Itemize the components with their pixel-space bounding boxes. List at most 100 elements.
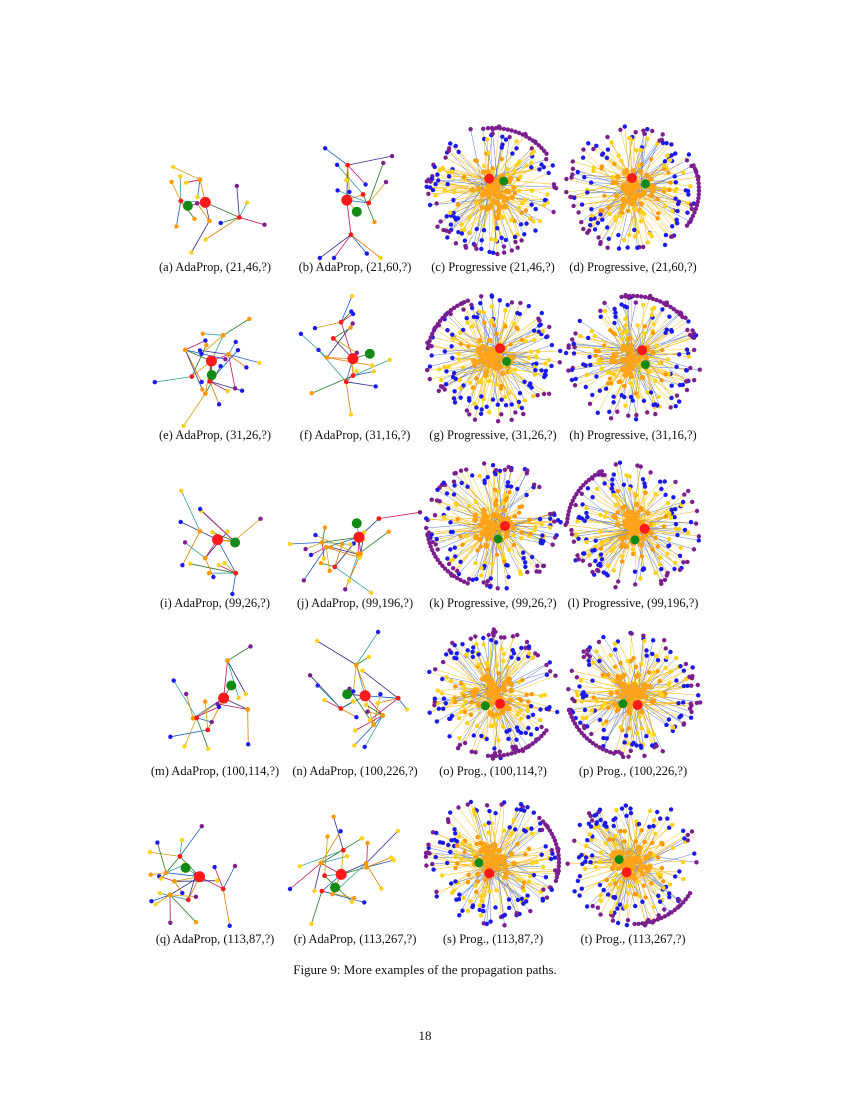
hop-node xyxy=(549,887,554,892)
hop-node xyxy=(522,379,527,384)
hop-node xyxy=(632,921,637,927)
hop-node xyxy=(543,822,548,827)
hop-node xyxy=(619,366,626,373)
hop-node xyxy=(612,895,618,901)
graph-edge xyxy=(624,657,667,686)
hop-node xyxy=(677,869,682,874)
hop-node xyxy=(454,651,459,656)
hop-node xyxy=(573,331,578,336)
hop-node xyxy=(297,864,302,869)
graph-edge xyxy=(149,851,180,857)
hop-node xyxy=(596,639,602,645)
graph-edge xyxy=(222,318,250,336)
hop-node xyxy=(681,560,686,565)
graph-edge xyxy=(173,680,198,719)
hop-node xyxy=(526,846,532,851)
hop-node xyxy=(661,301,666,306)
hop-node xyxy=(623,167,630,174)
hop-node xyxy=(646,683,653,690)
graph-edge xyxy=(204,557,214,578)
subfigure-caption: (e) AdaProp, (31,26,?) xyxy=(158,428,272,442)
graph-edge xyxy=(355,631,379,666)
hop-node xyxy=(606,205,611,210)
hop-node xyxy=(696,196,701,201)
hop-node xyxy=(323,544,329,550)
hop-node xyxy=(222,560,227,566)
hop-node xyxy=(519,896,525,902)
hop-node xyxy=(642,324,647,329)
propagation-graph xyxy=(168,644,253,751)
hop-node xyxy=(641,883,646,888)
hop-node xyxy=(590,903,595,909)
hop-node xyxy=(688,184,693,189)
hop-node xyxy=(556,853,561,858)
graph-edge xyxy=(364,715,384,748)
hop-node xyxy=(436,388,441,394)
hop-node xyxy=(540,864,546,870)
hop-node xyxy=(343,587,348,592)
hop-node xyxy=(605,573,610,578)
hop-node xyxy=(505,480,511,485)
hop-node xyxy=(683,897,688,902)
hop-node xyxy=(350,321,355,326)
hop-node xyxy=(487,808,492,814)
subfigure-panel: (r) AdaProp, (113,267,?) xyxy=(280,798,430,953)
hop-node xyxy=(668,405,673,410)
hop-node xyxy=(606,236,611,241)
hop-node xyxy=(632,227,637,233)
hop-node xyxy=(614,521,621,528)
hop-node xyxy=(662,577,668,583)
hop-node xyxy=(648,156,654,162)
hop-node xyxy=(567,505,573,510)
hop-node xyxy=(698,700,703,705)
graph-edge xyxy=(318,349,347,383)
hop-node xyxy=(608,750,613,755)
hop-node xyxy=(445,328,450,333)
hop-node xyxy=(446,506,451,511)
hop-node xyxy=(509,248,514,253)
hop-node xyxy=(538,717,543,723)
hop-node xyxy=(689,829,695,834)
hop-node xyxy=(455,568,460,574)
hop-node xyxy=(472,810,477,815)
subfigure-caption: (q) AdaProp, (113,87,?) xyxy=(155,932,275,946)
hop-node xyxy=(427,540,432,546)
hop-node xyxy=(490,185,497,191)
hop-node xyxy=(381,160,386,166)
graph-edge xyxy=(493,352,549,361)
hop-node xyxy=(685,379,690,384)
hop-node xyxy=(588,860,593,865)
hop-node xyxy=(649,234,654,239)
hop-node xyxy=(637,866,643,872)
graph-edge xyxy=(581,518,634,531)
hop-node xyxy=(580,715,585,721)
hop-node xyxy=(529,202,534,207)
hop-node xyxy=(452,827,457,832)
hop-node xyxy=(570,337,575,342)
hop-node xyxy=(660,842,665,847)
subfigure-panel: (j) AdaProp, (99,196,?) xyxy=(280,462,430,617)
hop-node xyxy=(576,488,581,494)
graph-edge xyxy=(205,217,240,240)
hop-node xyxy=(245,707,251,712)
propagation-graph xyxy=(566,630,703,760)
hop-node xyxy=(610,174,615,180)
hop-node xyxy=(502,204,509,210)
hop-node xyxy=(457,742,463,748)
hop-node xyxy=(344,178,349,183)
hop-node xyxy=(535,393,540,398)
graph-edge xyxy=(629,198,666,246)
graph-edge xyxy=(498,703,501,741)
hop-node xyxy=(485,169,492,175)
hop-node xyxy=(563,350,569,356)
hop-node xyxy=(499,709,506,716)
hop-node xyxy=(428,335,433,340)
answer-node xyxy=(614,855,624,864)
hop-node xyxy=(185,897,191,903)
graph-edge xyxy=(377,697,399,704)
hop-node xyxy=(499,383,504,389)
graph-edge xyxy=(456,504,501,524)
hop-node xyxy=(216,402,222,407)
hop-node xyxy=(506,391,511,396)
hop-node xyxy=(579,491,584,496)
